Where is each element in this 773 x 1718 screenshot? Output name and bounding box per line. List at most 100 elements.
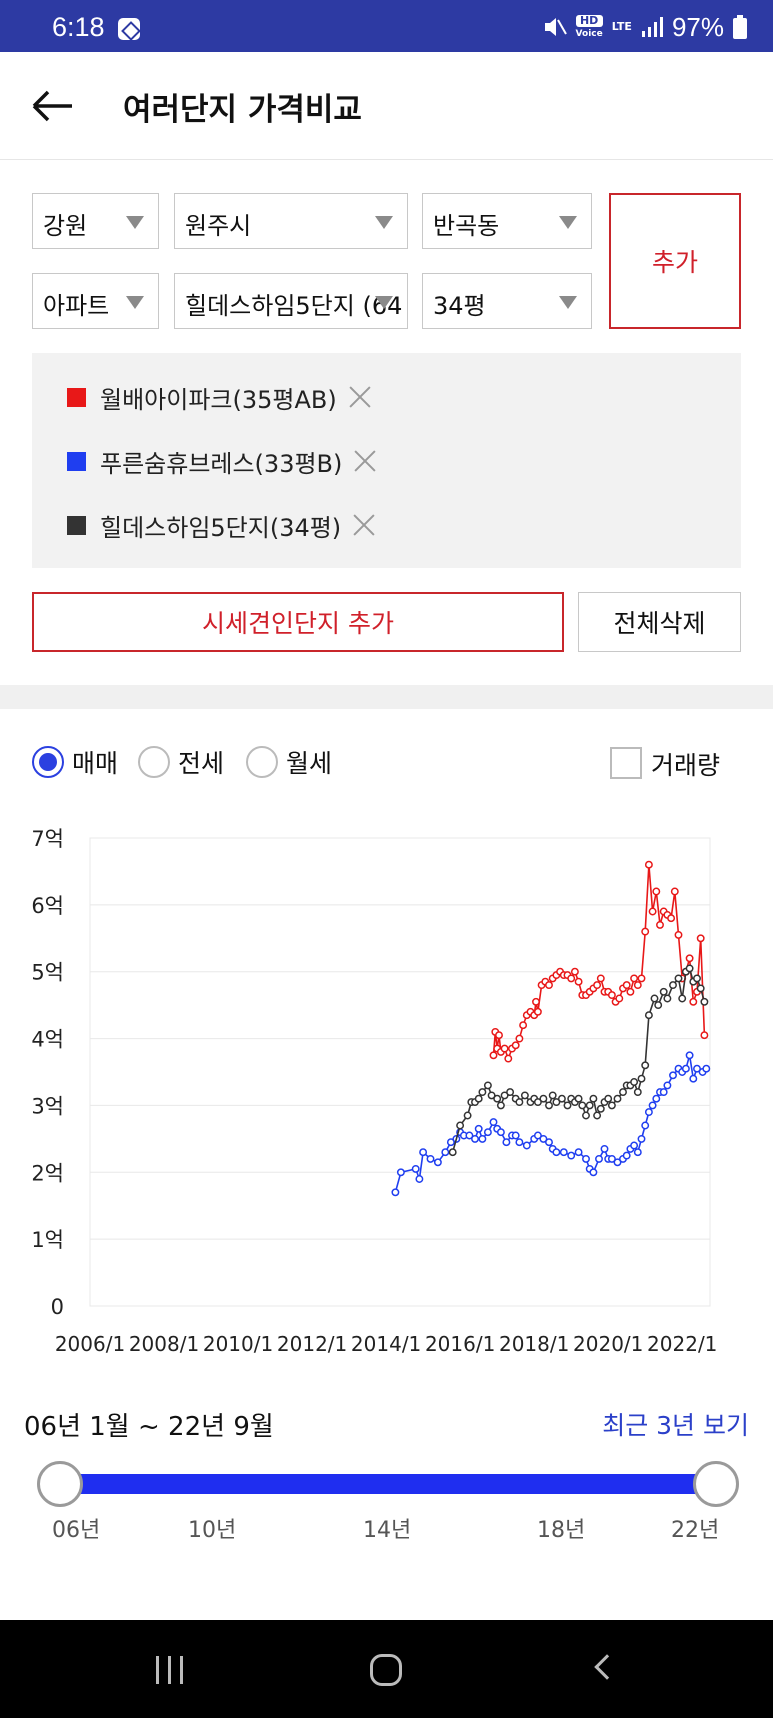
tab-sale-label: 매매 [72,749,119,778]
data-point [600,1144,609,1153]
lte-icon: LTE [611,20,632,33]
data-point [574,977,583,986]
data-point [567,974,576,983]
region-select[interactable]: 강원 [32,193,159,249]
x-tick-label: 2022/1 [647,1332,717,1356]
selected-complex-label: 월배아이파크(35평AB) [100,385,337,414]
remove-icon[interactable] [351,512,377,538]
data-point [648,1101,657,1110]
x-tick-label: 2014/1 [351,1332,421,1356]
legend-swatch [67,515,86,535]
back-arrow-icon[interactable] [30,88,74,124]
remove-icon[interactable] [352,448,378,474]
tab-sale[interactable]: 매매 [32,744,118,780]
data-point [693,1064,701,1073]
battery-percent: 97% [671,11,724,42]
y-tick-label: 6억 [31,894,64,918]
data-point [456,1121,465,1130]
data-point [522,1141,531,1150]
data-point [496,1128,505,1137]
data-point [630,974,639,983]
data-point [689,1074,698,1083]
add-complex-button[interactable]: 추가 [609,193,741,329]
data-point [648,907,657,916]
data-point [483,1128,492,1137]
volume-checkbox[interactable] [610,747,642,779]
data-point [669,1071,677,1080]
data-point [678,994,687,1003]
selected-complex-item: 푸른숨휴브레스(33평B) [67,441,378,481]
data-point [681,1064,690,1073]
data-point [396,1168,405,1177]
delete-all-button[interactable]: 전체삭제 [578,592,741,652]
city-select[interactable]: 원주시 [174,193,408,249]
mute-icon [544,18,567,36]
radio-selected-icon [32,746,64,778]
status-bar: 6:18 HD Voice LTE 97% [0,0,773,52]
data-point [489,1118,498,1127]
dong-value: 반곡동 [433,212,500,240]
data-point [446,1138,455,1147]
data-point [520,1091,529,1100]
recent-3-years-link[interactable]: 최근 3년 보기 [602,1411,749,1440]
data-point [411,1164,420,1173]
data-point [552,1098,561,1107]
data-point [582,1111,590,1120]
data-point [685,954,694,963]
x-tick-label: 2018/1 [499,1332,569,1356]
dong-select[interactable]: 반곡동 [422,193,592,249]
data-point [650,994,659,1003]
data-point [574,1148,583,1157]
data-point [578,1101,587,1110]
data-point [545,1138,553,1147]
home-icon[interactable] [370,1654,402,1686]
data-point [630,1141,639,1150]
volume-label: 거래량 [651,751,721,780]
nav-back-icon[interactable] [594,1654,620,1680]
data-point [637,1134,646,1143]
radio-icon [246,746,278,778]
data-point [478,1088,487,1097]
x-tick-label: 2020/1 [573,1332,643,1356]
city-value: 원주시 [185,212,252,240]
data-point [511,1041,520,1050]
date-range-label: 06년 1월 ~ 22년 9월 [24,1412,274,1442]
tab-monthly[interactable]: 월세 [246,744,332,780]
size-select[interactable]: 34평 [422,273,592,329]
data-point [500,1091,509,1100]
data-point [659,1088,668,1097]
data-point [570,967,579,976]
data-point [633,1148,642,1157]
range-slider-track[interactable] [60,1474,716,1494]
range-end-handle[interactable] [693,1461,739,1507]
data-point [615,994,624,1003]
data-point [674,930,683,939]
data-point [589,1094,598,1103]
tab-jeonse[interactable]: 전세 [138,744,224,780]
data-point [545,1101,553,1110]
y-tick-label: 2억 [31,1161,64,1185]
data-point [487,1091,496,1100]
data-point [663,1081,672,1090]
property-type-select[interactable]: 아파트 [32,273,159,329]
chevron-down-icon [375,216,393,229]
data-point [533,1007,542,1016]
remove-icon[interactable] [347,384,373,410]
complex-select[interactable]: 힐데스하임5단지 (64 [174,273,408,329]
data-point [593,981,602,990]
plot-area [89,837,711,1307]
data-point [500,1044,509,1053]
status-time: 6:18 [52,12,105,42]
data-point [667,914,676,923]
data-point [478,1134,487,1143]
data-point [545,981,553,990]
range-start-handle[interactable] [37,1461,83,1507]
y-tick-label: 1억 [31,1228,64,1252]
data-point [604,1094,613,1103]
add-market-leader-button[interactable]: 시세견인단지 추가 [32,592,564,652]
chevron-down-icon [126,296,144,309]
data-point [619,1088,627,1097]
selected-complex-item: 힐데스하임5단지(34평) [67,505,377,545]
recent-apps-icon[interactable] [156,1656,186,1684]
